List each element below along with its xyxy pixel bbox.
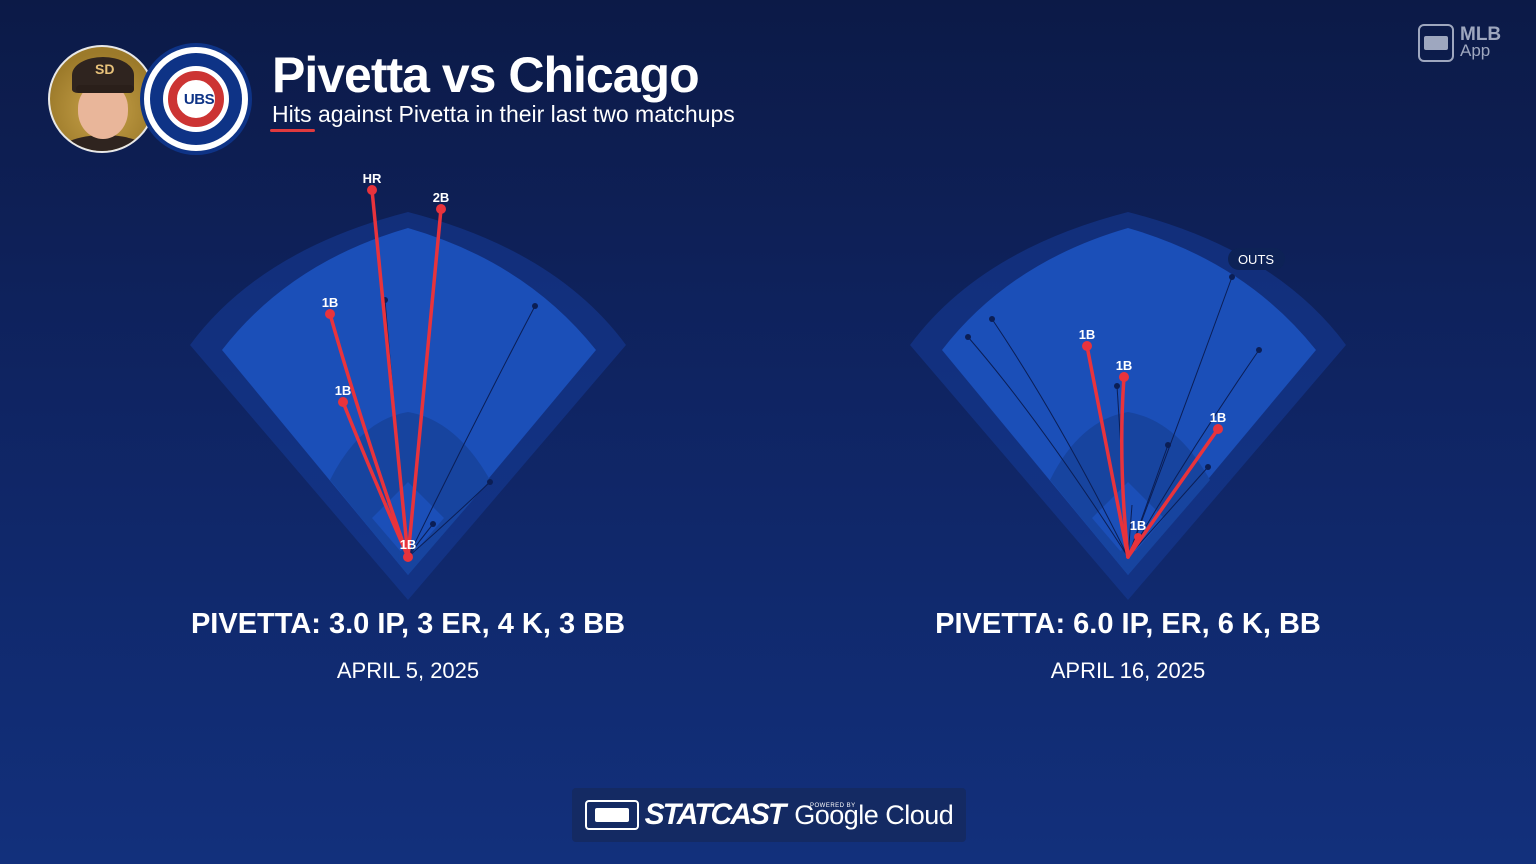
hit-label: 1B (335, 383, 352, 398)
hit-label: 1B (1116, 358, 1133, 373)
hit-label: HR (363, 171, 382, 186)
hit-label: 1B (322, 295, 339, 310)
stat-line-april-5: PIVETTA: 3.0 IP, 3 ER, 4 K, 3 BB (190, 608, 626, 640)
date-april-16: APRIL 16, 2025 (1050, 658, 1206, 683)
stat-line-april-16: PIVETTA: 6.0 IP, ER, 6 K, BB (935, 608, 1321, 640)
page-title: Pivetta vs Chicago (272, 47, 700, 103)
page-subtitle: Hits against Pivetta in their last two m… (272, 101, 735, 127)
cubs-team-logo: UBS (140, 43, 252, 155)
player-avatar: SD (48, 45, 156, 153)
outs-legend-label: OUTS (1238, 252, 1274, 267)
hits-april-5 (328, 188, 443, 559)
google-cloud-wordmark: Google Cloud (794, 799, 954, 830)
hit-label: 2B (433, 190, 450, 205)
hit-label: 1B (400, 537, 417, 552)
hit-label: 1B (1210, 410, 1227, 425)
field-april-5 (190, 212, 626, 600)
padres-cap-logo: SD (95, 61, 115, 77)
statcast-footer: STATCAST Google Cloud (572, 788, 966, 842)
date-april-5: APRIL 5, 2025 (336, 658, 480, 683)
hit-label: 1B (1130, 518, 1147, 533)
statcast-wordmark: STATCAST (644, 798, 787, 831)
mlb-app-logo: MLB App (1418, 24, 1501, 62)
field-april-16 (910, 212, 1346, 600)
mlb-logo-icon (1418, 24, 1454, 62)
outs-legend-pill (1228, 248, 1285, 270)
subtitle-accent-underline (270, 129, 315, 132)
mlb-logo-icon (584, 800, 639, 830)
hits-april-16 (1085, 344, 1220, 559)
powered-by-label: POWERED BY (810, 803, 856, 809)
hit-label: 1B (1079, 327, 1096, 342)
